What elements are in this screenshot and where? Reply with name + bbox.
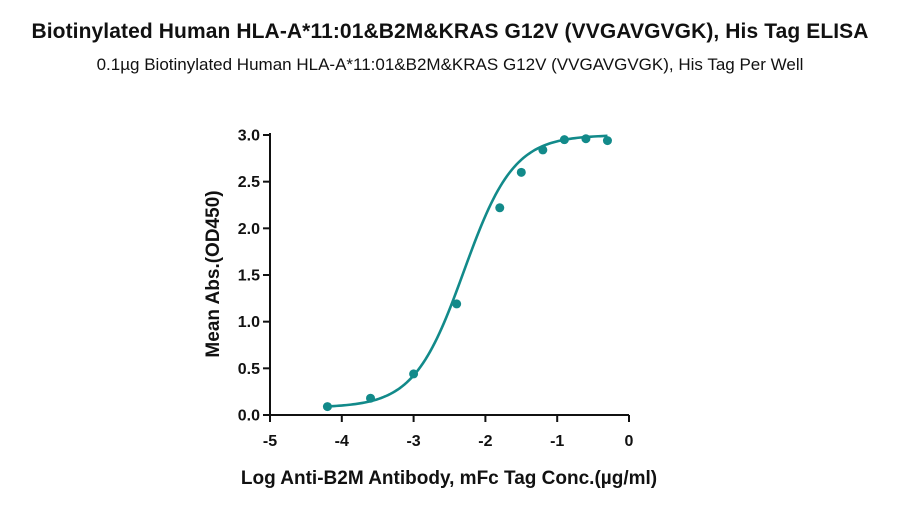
y-tick-label: 0.0 <box>238 408 260 425</box>
y-tick-label: 0.5 <box>238 361 260 378</box>
data-point <box>322 402 332 412</box>
x-tick-label: -5 <box>263 433 277 450</box>
x-tick-label: 0 <box>625 433 634 450</box>
y-tick-label: 2.5 <box>238 174 260 191</box>
data-point <box>366 393 376 403</box>
y-tick-label: 1.5 <box>238 268 260 285</box>
y-tick-label: 2.0 <box>238 221 260 238</box>
x-tick-label: -4 <box>335 433 349 450</box>
data-point <box>602 136 612 146</box>
chart-title: Biotinylated Human HLA-A*11:01&B2M&KRAS … <box>31 20 869 43</box>
data-point <box>559 135 569 145</box>
x-tick-label: -1 <box>550 433 564 450</box>
data-point <box>581 134 591 144</box>
x-ticks: -5 -4 -3 -2 -1 0 <box>263 415 634 450</box>
data-points <box>322 134 612 412</box>
data-point <box>409 369 419 379</box>
y-ticks: 0.0 0.5 1.0 1.5 2.0 2.5 3.0 <box>238 128 270 425</box>
chart-subtitle: 0.1µg Biotinylated Human HLA-A*11:01&B2M… <box>96 55 804 74</box>
x-tick-label: -3 <box>406 433 420 450</box>
y-tick-label: 1.0 <box>238 314 260 331</box>
x-tick-label: -2 <box>478 433 492 450</box>
axes <box>269 133 629 416</box>
data-point <box>495 203 505 213</box>
data-point <box>452 299 462 309</box>
y-axis-label: Mean Abs.(OD450) <box>203 190 224 357</box>
y-tick-label: 3.0 <box>238 128 260 145</box>
data-point <box>516 167 526 177</box>
fit-curve <box>327 134 608 408</box>
x-axis-label: Log Anti-B2M Antibody, mFc Tag Conc.(µg/… <box>241 468 657 489</box>
data-point <box>538 145 548 155</box>
